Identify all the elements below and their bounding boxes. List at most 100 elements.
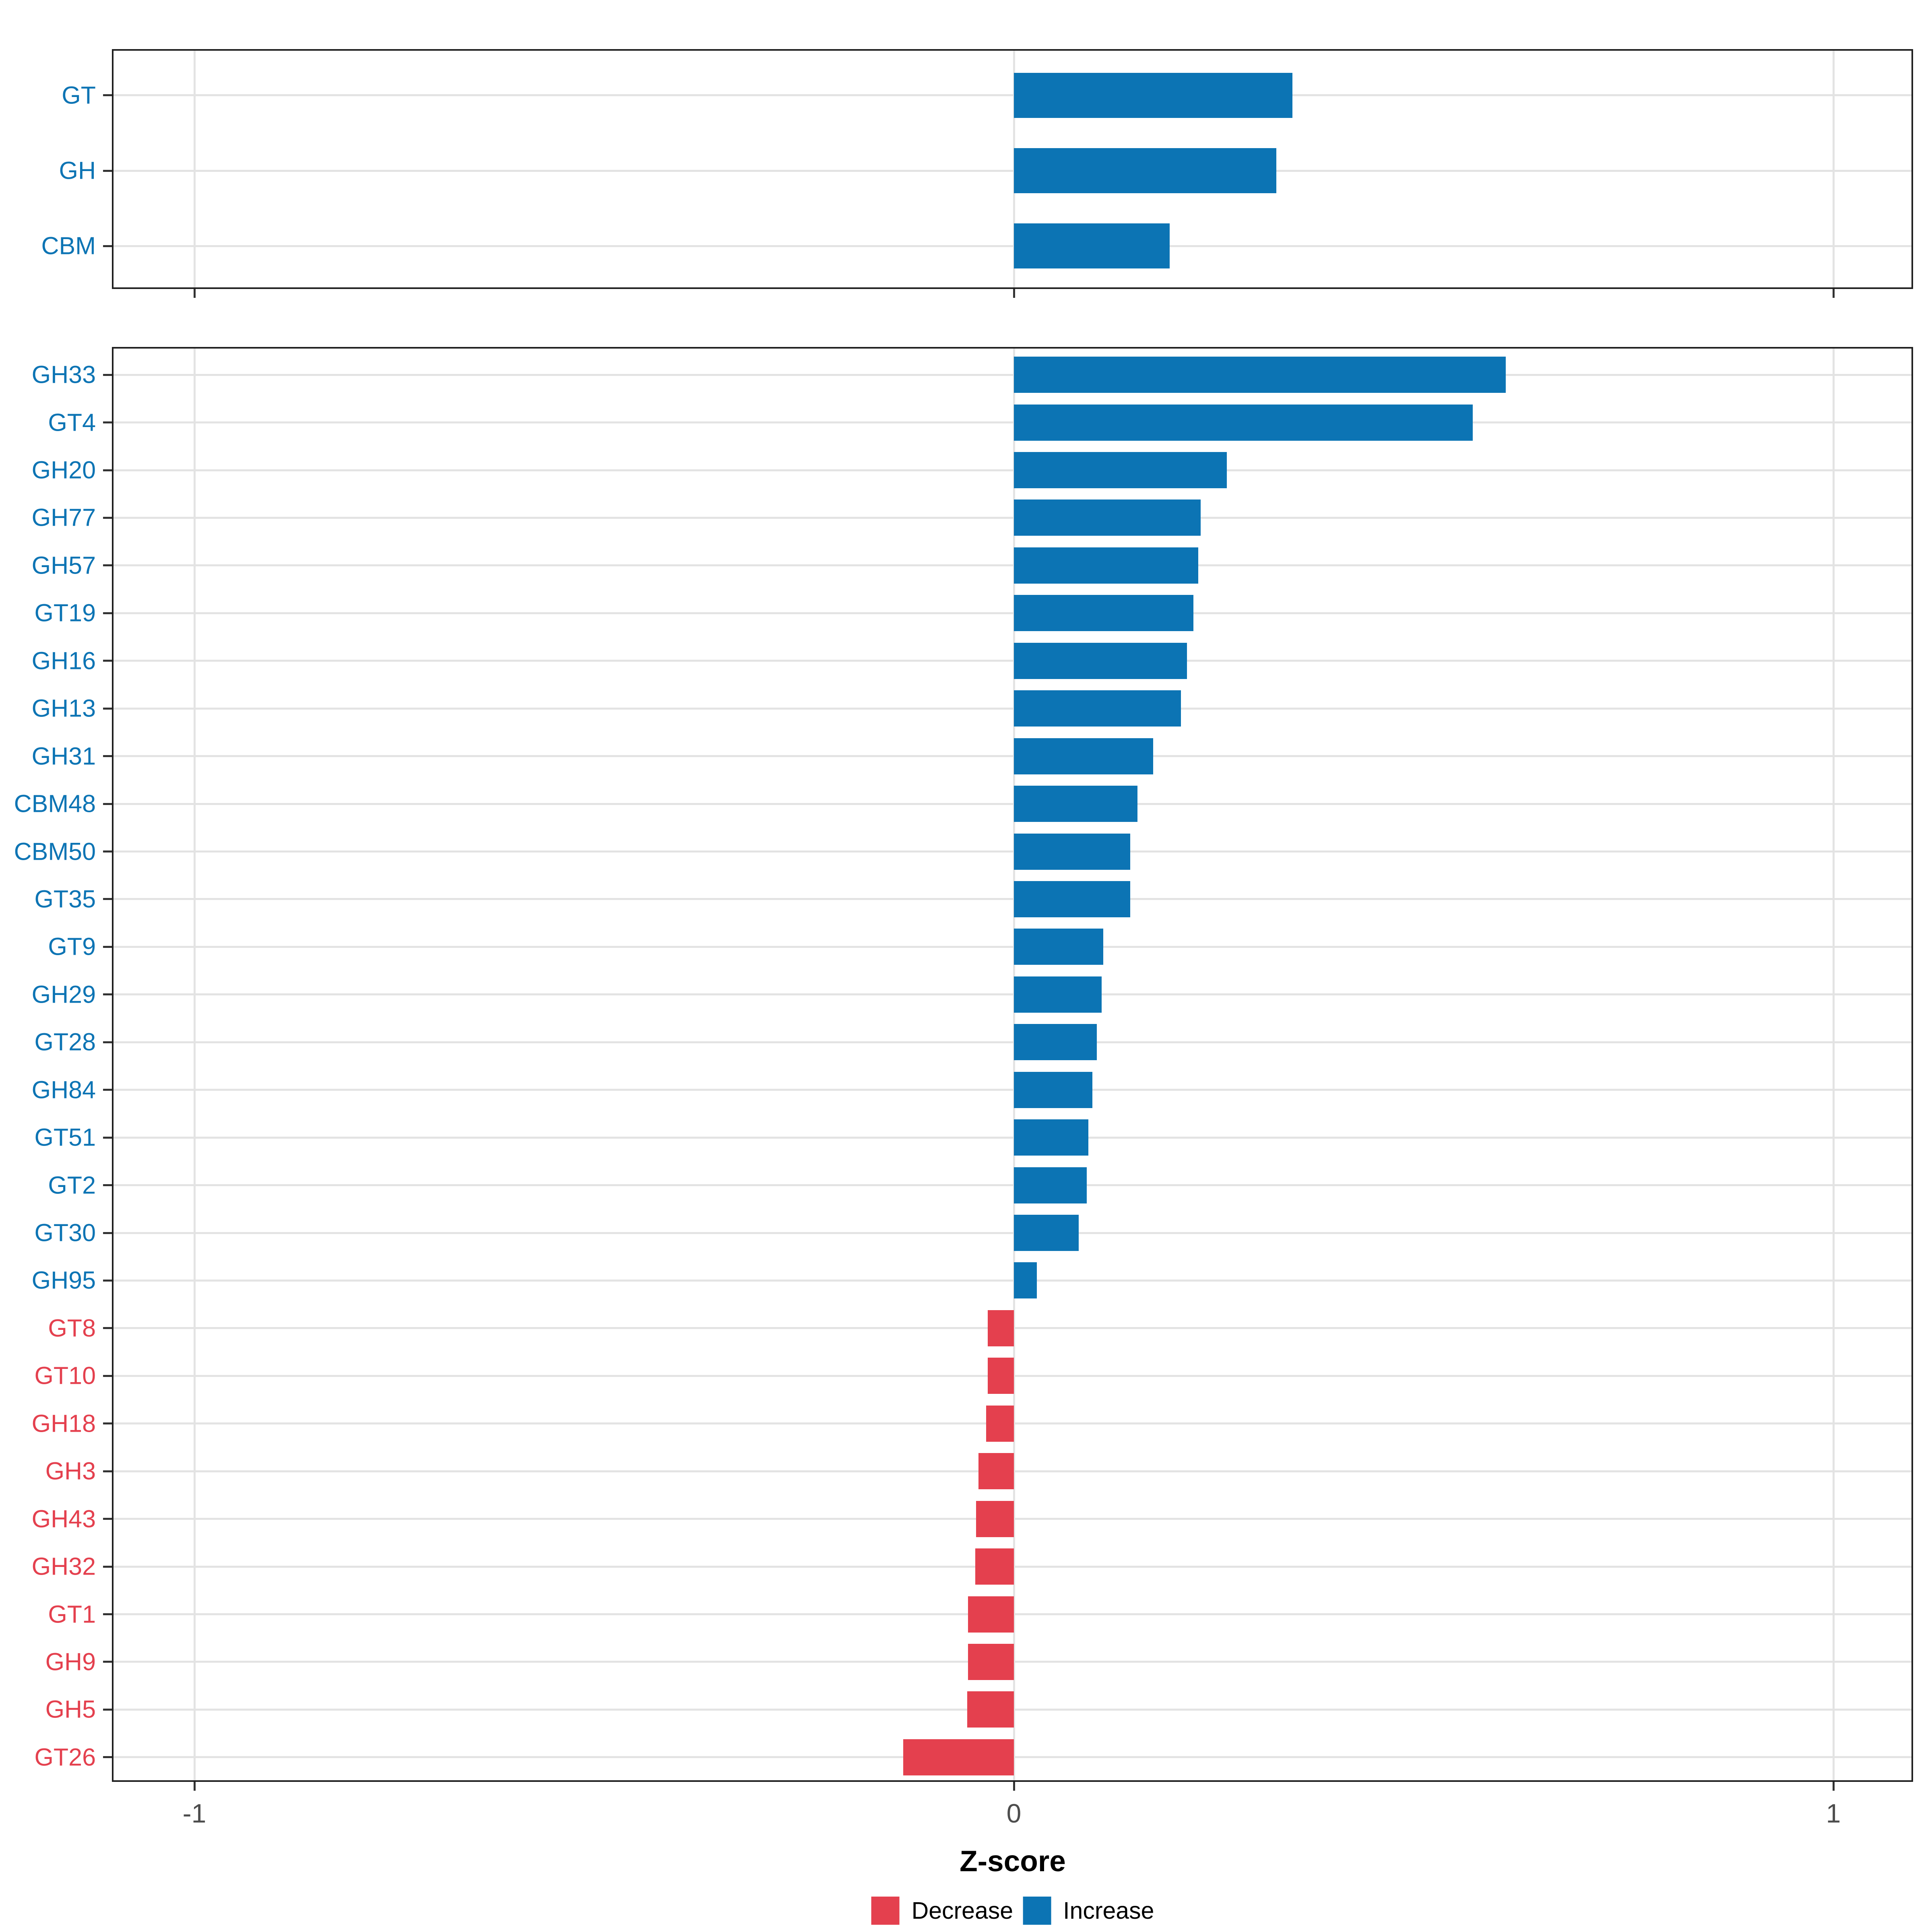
bar-GH18 <box>986 1406 1014 1442</box>
gridline-x--1 <box>194 349 196 1780</box>
category-label-GH3: GH3 <box>45 1457 96 1485</box>
bar-GT8 <box>988 1310 1014 1346</box>
y-tick-GT28 <box>103 1041 112 1043</box>
bar-GT9 <box>1014 929 1103 965</box>
gridline-row-GH95 <box>114 1280 1911 1282</box>
gridline-row-GH77 <box>114 517 1911 519</box>
bar-GH5 <box>967 1691 1014 1728</box>
y-tick-CBM48 <box>103 803 112 805</box>
y-tick-GT30 <box>103 1232 112 1234</box>
bar-GH57 <box>1014 547 1198 584</box>
category-label-GH33: GH33 <box>31 361 96 388</box>
y-tick-GH33 <box>103 374 112 376</box>
bar-GH95 <box>1014 1262 1037 1298</box>
category-label-GT9: GT9 <box>48 933 96 960</box>
bar-GH32 <box>975 1548 1014 1585</box>
y-tick-GH16 <box>103 660 112 662</box>
x-tick--1-panel1 <box>194 1782 196 1791</box>
bar-GT28 <box>1014 1024 1097 1060</box>
category-label-GT30: GT30 <box>34 1219 96 1247</box>
category-label-GH20: GH20 <box>31 456 96 484</box>
gridline-row-CBM <box>114 245 1911 247</box>
bar-GT2 <box>1014 1167 1087 1203</box>
gridline-row-GH20 <box>114 469 1911 471</box>
bar-GT26 <box>903 1739 1014 1775</box>
gridline-row-GH29 <box>114 993 1911 995</box>
gridline-row-GT51 <box>114 1137 1911 1139</box>
category-label-GH13: GH13 <box>31 694 96 722</box>
gridline-row-GT30 <box>114 1232 1911 1234</box>
gridline-row-GH84 <box>114 1089 1911 1091</box>
y-tick-CBM50 <box>103 850 112 852</box>
bar-CBM48 <box>1014 786 1137 822</box>
bar-GH84 <box>1014 1072 1092 1108</box>
gridline-row-GH13 <box>114 708 1911 710</box>
gridline-row-GT9 <box>114 946 1911 948</box>
category-label-GH16: GH16 <box>31 647 96 675</box>
category-label-CBM: CBM <box>41 232 96 260</box>
x-tick-label-1: 1 <box>1826 1798 1841 1828</box>
bar-GT30 <box>1014 1215 1079 1251</box>
y-tick-GT51 <box>103 1137 112 1139</box>
y-tick-GH9 <box>103 1661 112 1663</box>
y-tick-GT4 <box>103 421 112 423</box>
category-label-GT26: GT26 <box>34 1743 96 1771</box>
y-tick-GT19 <box>103 612 112 614</box>
y-tick-GH13 <box>103 708 112 710</box>
category-label-GH43: GH43 <box>31 1505 96 1533</box>
legend-label-increase: Increase <box>1063 1897 1154 1924</box>
y-tick-GH43 <box>103 1518 112 1520</box>
bar-GT1 <box>968 1596 1014 1633</box>
x-axis-title: Z-score <box>960 1845 1066 1878</box>
x-tick-label-0: 0 <box>1006 1798 1022 1828</box>
bar-GT <box>1014 73 1292 118</box>
bar-GH33 <box>1014 357 1506 393</box>
bar-CBM <box>1014 223 1170 268</box>
y-tick-GH5 <box>103 1709 112 1711</box>
bar-GT35 <box>1014 881 1130 917</box>
gridline-row-GT19 <box>114 612 1911 614</box>
x-tick-0-panel0 <box>1013 289 1015 298</box>
bar-GH3 <box>978 1453 1014 1489</box>
y-tick-GH18 <box>103 1422 112 1424</box>
legend-label-decrease: Decrease <box>911 1897 1013 1924</box>
category-label-GH32: GH32 <box>31 1552 96 1580</box>
category-label-GH18: GH18 <box>31 1410 96 1437</box>
y-tick-GT26 <box>103 1756 112 1758</box>
category-label-GH57: GH57 <box>31 551 96 579</box>
gridline-x-1 <box>1833 51 1835 287</box>
bar-GT19 <box>1014 595 1193 631</box>
y-tick-GT9 <box>103 946 112 948</box>
gridline-row-GT <box>114 94 1911 96</box>
x-tick-label--1: -1 <box>182 1798 206 1828</box>
category-label-GH29: GH29 <box>31 980 96 1008</box>
bar-GH43 <box>976 1501 1014 1537</box>
bar-GH <box>1014 148 1276 193</box>
y-tick-GH95 <box>103 1280 112 1282</box>
y-tick-GT1 <box>103 1613 112 1615</box>
bar-GH9 <box>968 1644 1014 1680</box>
gridline-row-GH31 <box>114 755 1911 757</box>
category-label-GT1: GT1 <box>48 1600 96 1628</box>
legend-entry-decrease: Decrease <box>871 1897 1013 1925</box>
legend-entry-increase: Increase <box>1023 1897 1154 1925</box>
bar-CBM50 <box>1014 834 1130 870</box>
bar-GH20 <box>1014 452 1227 488</box>
y-tick-CBM <box>103 245 112 247</box>
bar-GH31 <box>1014 738 1153 774</box>
y-tick-GH84 <box>103 1089 112 1091</box>
gridline-row-CBM48 <box>114 803 1911 805</box>
y-tick-GT8 <box>103 1327 112 1329</box>
y-tick-GH31 <box>103 755 112 757</box>
category-label-GT8: GT8 <box>48 1314 96 1342</box>
gridline-row-GH16 <box>114 660 1911 662</box>
gridline-row-GH33 <box>114 374 1911 376</box>
category-label-CBM48: CBM48 <box>14 790 96 817</box>
category-label-GH: GH <box>59 157 96 184</box>
x-tick-0-panel1 <box>1013 1782 1015 1791</box>
bar-GT10 <box>988 1358 1014 1394</box>
legend: Decrease Increase <box>871 1897 1154 1925</box>
bar-GH29 <box>1014 976 1102 1013</box>
y-tick-GH57 <box>103 564 112 566</box>
